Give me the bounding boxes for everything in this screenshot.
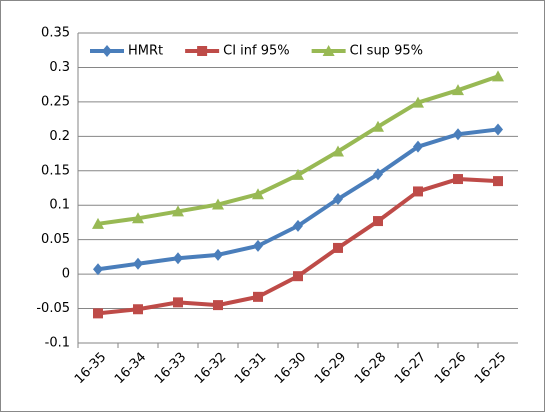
marker: [292, 168, 304, 180]
y-tick-label: -0.1: [45, 336, 70, 351]
y-tick-label: 0.05: [41, 232, 70, 247]
marker: [252, 188, 264, 200]
legend-marker: [322, 45, 335, 56]
marker: [253, 291, 263, 302]
marker: [333, 242, 343, 253]
marker: [492, 70, 504, 82]
marker: [133, 304, 143, 315]
y-tick-label: 0.15: [41, 163, 70, 178]
marker: [332, 145, 344, 157]
legend-marker: [102, 45, 112, 57]
marker: [293, 271, 303, 282]
marker: [413, 186, 423, 197]
y-tick-label: 0.25: [41, 94, 70, 109]
legend: HMRt CI inf 95% CI sup 95%: [90, 44, 423, 59]
marker: [253, 239, 263, 252]
marker: [172, 205, 184, 217]
marker: [452, 84, 464, 96]
marker: [93, 263, 103, 276]
marker: [373, 168, 383, 181]
legend-label: CI inf 95%: [223, 44, 290, 59]
marker: [413, 140, 423, 153]
marker: [93, 308, 103, 319]
marker: [412, 96, 424, 108]
marker: [373, 216, 383, 227]
marker: [293, 219, 303, 232]
marker: [453, 174, 463, 185]
y-tick-label: 0.1: [49, 198, 70, 213]
marker: [92, 217, 104, 229]
y-tick-label: 0.3: [49, 60, 70, 75]
marker: [173, 252, 183, 265]
y-tick-label: 0.35: [41, 26, 70, 41]
y-tick-label: 0: [62, 267, 70, 282]
marker: [213, 300, 223, 311]
y-tick-label: 0.2: [49, 129, 70, 144]
marker: [493, 123, 503, 136]
marker: [213, 248, 223, 261]
marker: [212, 198, 224, 210]
marker: [453, 128, 463, 141]
marker: [132, 212, 144, 224]
legend-label: CI sup 95%: [350, 44, 423, 59]
marker: [372, 120, 384, 132]
marker: [493, 176, 503, 187]
marker: [333, 193, 343, 206]
marker: [173, 297, 183, 308]
marker: [133, 257, 143, 270]
legend-marker: [197, 46, 208, 56]
y-tick-label: -0.05: [36, 301, 70, 316]
legend-label: HMRt: [128, 44, 163, 59]
